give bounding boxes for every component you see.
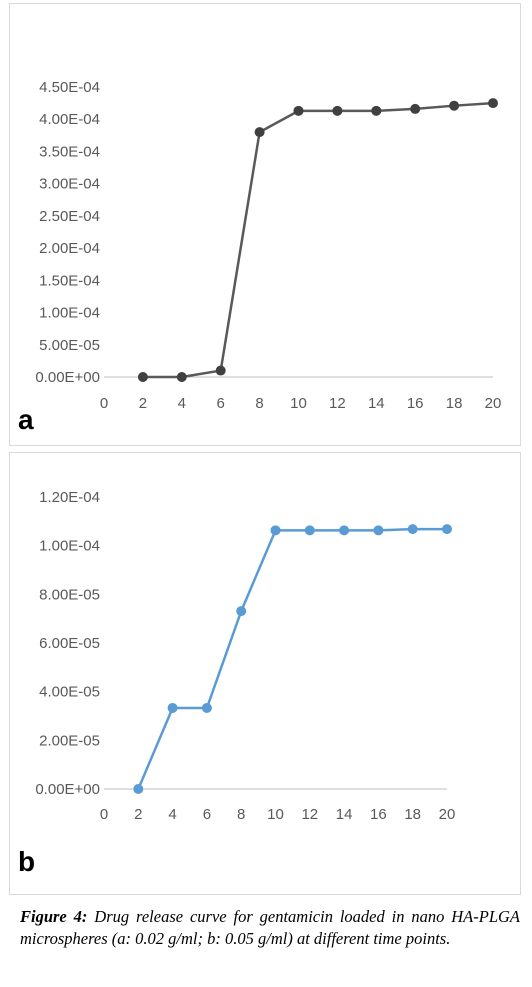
x-tick-label: 18 [446, 395, 463, 412]
x-tick-label: 4 [178, 395, 186, 412]
panel-label-b: b [18, 846, 36, 877]
data-point [371, 105, 382, 116]
x-tick-label: 14 [336, 806, 353, 823]
x-tick-label: 6 [217, 395, 225, 412]
y-tick-label: 4.00E-04 [39, 111, 100, 128]
data-point [293, 105, 304, 116]
data-point [410, 103, 421, 114]
x-tick-label: 2 [139, 395, 147, 412]
x-tick-label: 8 [237, 806, 245, 823]
y-tick-label: 3.00E-04 [39, 176, 100, 193]
chart-panel-a: 0.00E+00 5.00E-05 1.00E-04 1.50E-04 2.00E-04… [9, 3, 521, 446]
y-tick-label: 4.50E-04 [39, 79, 100, 96]
data-point [254, 127, 265, 138]
y-tick-label: 1.50E-04 [39, 272, 100, 289]
figure-label: Figure 4: [20, 907, 88, 926]
x-tick-label: 20 [439, 806, 456, 823]
data-point [304, 525, 315, 536]
data-point [176, 372, 187, 382]
data-point [270, 525, 281, 536]
x-tick-label: 16 [407, 395, 424, 412]
x-tick-label: 0 [100, 806, 108, 823]
x-tick-label: 14 [368, 395, 385, 412]
x-tick-label: 12 [301, 806, 318, 823]
y-tick-label: 1.20E-04 [39, 489, 100, 506]
x-tick-label: 10 [267, 806, 284, 823]
data-point [137, 372, 148, 382]
data-point [339, 525, 350, 536]
x-tick-label: 12 [329, 395, 346, 412]
y-tick-label: 0.00E+00 [35, 781, 100, 798]
data-point [407, 524, 418, 535]
data-point [201, 702, 212, 713]
y-tick-label: 2.00E-04 [39, 240, 100, 257]
chart-a-svg: 0.00E+00 5.00E-05 1.00E-04 1.50E-04 2.00E-04… [35, 79, 502, 412]
chart-b-svg: 0.00E+00 2.00E-05 4.00E-05 6.00E-05 8.00E-05… [35, 489, 456, 823]
y-tick-label: 4.00E-05 [39, 684, 100, 701]
data-point [373, 525, 384, 536]
data-point [488, 98, 498, 109]
y-tick-label: 2.50E-04 [39, 208, 100, 225]
data-point [215, 365, 226, 376]
x-tick-label: 8 [255, 395, 263, 412]
data-point [236, 606, 247, 617]
x-tick-label: 10 [290, 395, 307, 412]
y-tick-label: 2.00E-05 [39, 732, 100, 749]
caption-text: Drug release curve for gentamicin loaded… [20, 907, 520, 948]
x-tick-label: 0 [100, 395, 108, 412]
series-line [137, 527, 447, 790]
y-tick-label: 5.00E-05 [39, 337, 100, 354]
x-tick-label: 16 [370, 806, 387, 823]
x-tick-label: 2 [134, 806, 142, 823]
data-point [167, 702, 178, 713]
y-tick-label: 3.50E-04 [39, 143, 100, 160]
panel-label-a: a [18, 404, 34, 435]
data-point [332, 105, 343, 116]
y-tick-label: 6.00E-05 [39, 635, 100, 652]
y-tick-label: 1.00E-04 [39, 305, 100, 322]
y-tick-label: 1.00E-04 [39, 538, 100, 555]
y-tick-label: 8.00E-05 [39, 586, 100, 603]
data-point [133, 784, 144, 794]
series-line [142, 101, 494, 379]
x-tick-label: 4 [168, 806, 176, 823]
chart-panel-b: 0.00E+00 2.00E-05 4.00E-05 6.00E-05 8.00E-05… [9, 452, 521, 895]
data-point [449, 100, 460, 111]
x-tick-label: 18 [404, 806, 421, 823]
data-point [442, 524, 452, 535]
y-tick-label: 0.00E+00 [35, 369, 100, 386]
figure-caption: Figure 4: Drug release curve for gentami… [20, 906, 520, 949]
x-tick-label: 20 [485, 395, 502, 412]
x-tick-label: 6 [203, 806, 211, 823]
